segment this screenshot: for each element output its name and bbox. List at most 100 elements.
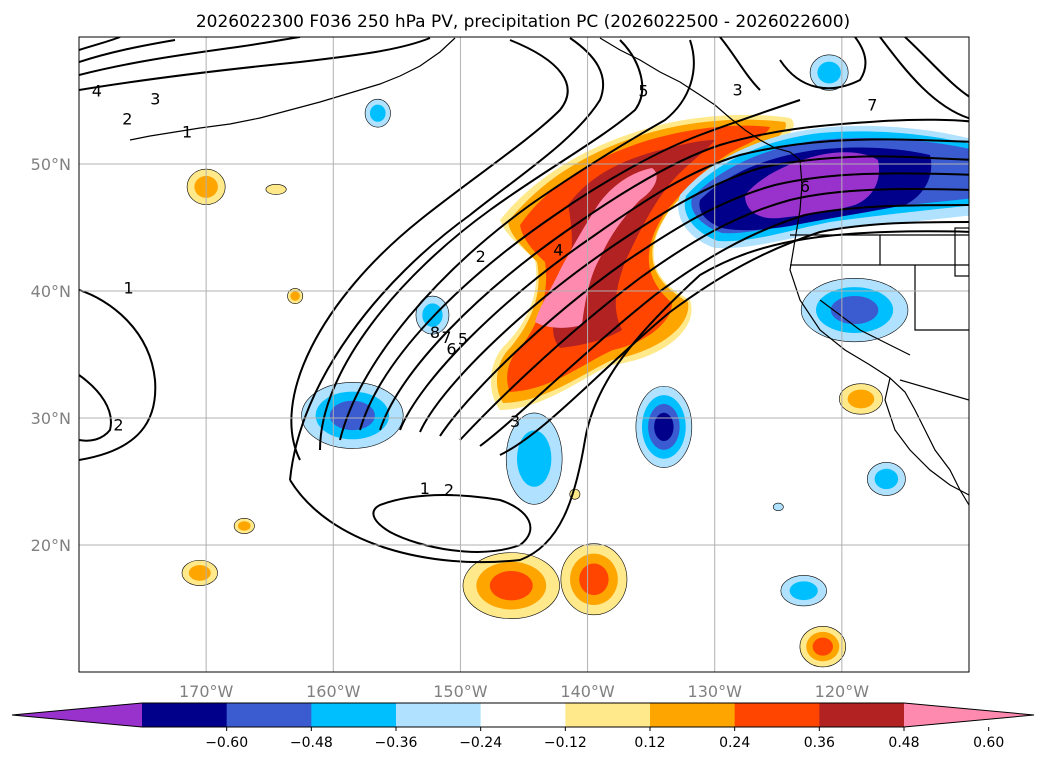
pv-contour [372,494,532,553]
precip-blob [812,637,833,656]
precip-blob [817,61,841,84]
precip-blob [516,430,552,487]
pv-contour-label: 4 [92,82,102,101]
neg-band-purple [745,152,880,219]
x-tick-label: 140°W [560,682,615,701]
precip-blob [847,389,875,409]
map-area [79,37,969,672]
pv-contour-label: 3 [733,80,743,99]
colorbar-tick-label: 0.36 [804,735,835,751]
colorbar-tick-label: −0.60 [205,735,248,751]
precip-band-pink [535,168,657,328]
pv-contour [719,37,761,91]
pv-contour [439,172,969,437]
precip-blob [874,468,899,490]
colorbar-tick-label: −0.36 [375,735,418,751]
pv-contour [79,37,301,76]
colorbar-tick-label: −0.12 [544,735,587,751]
pv-contour [499,221,969,456]
precip-blob [789,581,818,601]
colorbar: −0.60 −0.48 −0.36 −0.24 −0.12 0.12 0.24 0.36 0.4… [11,702,1035,751]
pv-contour [79,37,121,51]
x-tick-label: 150°W [433,682,488,701]
pv-contour [289,230,969,564]
y-tick-label: 40°N [31,282,71,301]
colorbar-box [396,703,482,727]
pv-contour [459,188,969,441]
pv-contour-label: 7 [867,96,877,115]
pv-contour [379,118,969,431]
colorbar-tick-label: 0.12 [634,735,665,751]
coast-baja [884,377,969,496]
colorbar-box [565,703,651,727]
border-mexico [899,379,969,401]
pv-contour [289,37,605,481]
y-tick-label: 20°N [31,536,71,555]
precip-blob [290,291,300,301]
pv-contours [79,37,969,564]
pv-contour-label: 2 [444,480,454,499]
colorbar-tick-label: −0.48 [290,735,333,751]
colorbar-tick-label: 0.24 [719,735,750,751]
coast-west-us [789,159,969,506]
precip-blob [830,295,879,325]
pv-contour-label: 2 [122,110,132,129]
colorbar-tick-label: 0.48 [888,735,919,751]
y-tick-label: 50°N [31,155,71,174]
x-tick-label: 120°W [815,682,870,701]
precip-blob [579,563,609,596]
border-state [914,265,969,331]
colorbar-box [226,703,312,727]
precip-blobs [181,54,909,668]
precip-blob [772,502,784,512]
pv-contour-label: 3 [510,412,520,431]
pv-contour [79,289,157,461]
colorbar-box [142,703,228,727]
map-frame [78,36,970,673]
colorbar-extend-low [12,703,142,727]
pv-contour [319,39,644,451]
colorbar-box [819,703,905,727]
pv-contour [399,138,969,431]
precip-band-darkred [552,140,715,348]
pv-contour [479,204,969,447]
precip-blob [329,400,375,431]
precip-blob [422,303,443,327]
pv-contour [79,39,176,63]
precip-blob [238,521,251,531]
colorbar-outline [11,702,1035,728]
colorbar-tick-label: −0.24 [459,735,502,751]
pv-contour [359,99,801,431]
colorbar-tick-label: 0.60 [973,735,1004,751]
pv-contour-label: 2 [476,247,486,266]
pv-contour [419,155,969,433]
pv-contour-label: 7 [441,328,451,347]
precip-blob [369,104,386,122]
x-tick-label: 130°W [688,682,743,701]
pv-contour-label: 8 [430,323,440,342]
colorbar-box [650,703,736,727]
pv-contour-label: 6 [800,177,810,196]
pv-contour-label: 3 [150,89,160,108]
y-tick-label: 30°N [31,409,71,428]
pv-contour-label: 6 [446,340,456,359]
pv-contour-label: 5 [638,82,648,101]
pv-contour-label: 1 [123,279,133,298]
pv-contour [290,39,569,461]
x-tick-label: 160°W [306,682,361,701]
pv-contour-label: 2 [113,416,123,435]
precip-blob [489,570,533,601]
colorbar-box [734,703,820,727]
gridlines [79,37,969,672]
pv-contour [779,37,867,90]
colorbar-extend-high [904,703,1034,727]
colorbar-box [311,703,397,727]
precip-blob [265,184,287,195]
border-state [819,299,911,356]
precip-blob [654,412,674,442]
colorbar-box [480,703,566,727]
pv-contour-label: 1 [182,122,192,141]
x-tick-label: 170°W [179,682,234,701]
chart-title: 2026022300 F036 250 hPa PV, precipitatio… [196,12,850,32]
